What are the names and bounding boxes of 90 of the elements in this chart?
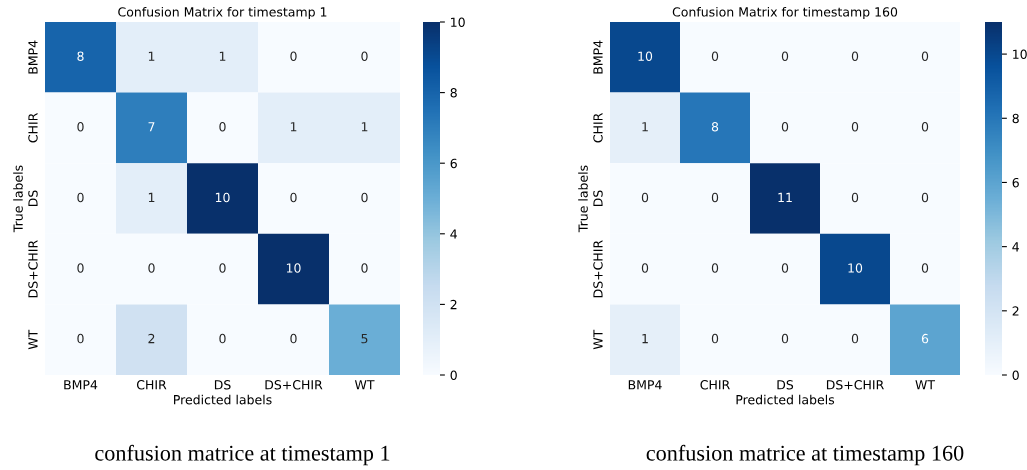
y-tick-label: CHIR — [593, 113, 603, 143]
y-tick-label: WT — [593, 329, 603, 350]
data-label: 1 — [148, 192, 155, 202]
color-bar-label: 2 — [450, 299, 457, 310]
y-tick-label: BMP4 — [28, 40, 38, 74]
data-label: 8 — [77, 51, 84, 61]
data-label: 0 — [851, 192, 859, 203]
x-axis-title: Predicted labels — [174, 394, 272, 405]
data-label: 10 — [638, 51, 653, 61]
x-tick-label: CHIR — [136, 380, 167, 390]
data-label: 0 — [921, 263, 929, 273]
data-label: 0 — [851, 51, 859, 61]
y-axis-title: True labels — [578, 165, 588, 233]
data-label: 0 — [921, 192, 929, 203]
color-bar-label: 8 — [450, 88, 457, 98]
data-label: 0 — [290, 192, 297, 203]
data-label: 0 — [921, 51, 929, 61]
data-label: 0 — [77, 122, 84, 132]
x-tick-label: CHIR — [700, 380, 730, 390]
x-axis-title: Predicted labels — [736, 394, 835, 405]
data-label: 0 — [148, 263, 155, 273]
x-tick-label: BMP4 — [64, 380, 98, 390]
x-tick-label: WT — [354, 380, 375, 390]
data-label: 0 — [781, 263, 789, 273]
color-bar-label: 0 — [450, 370, 457, 380]
data-label: 8 — [711, 122, 719, 132]
data-label: 0 — [641, 263, 649, 273]
color-bar-label: 4 — [450, 229, 457, 239]
data-label: 1 — [219, 51, 226, 61]
color-bar-label: 0 — [1012, 370, 1019, 380]
data-label: 0 — [921, 122, 929, 132]
data-label: 5 — [361, 334, 368, 344]
data-label: 0 — [361, 192, 368, 203]
data-label: 0 — [851, 122, 859, 132]
data-label: 10 — [286, 263, 301, 273]
color-bar-label: 8 — [1012, 113, 1019, 124]
color-bar-label: 2 — [1012, 306, 1019, 316]
y-tick-label: BMP4 — [593, 40, 603, 74]
data-label: 0 — [641, 192, 649, 203]
x-tick-label: WT — [915, 380, 936, 390]
data-label: 0 — [711, 192, 719, 203]
y-tick-label: DS — [593, 190, 603, 207]
y-tick-label: DS — [28, 190, 38, 207]
data-label: 0 — [711, 333, 719, 344]
x-tick-label: BMP4 — [628, 380, 662, 390]
chart-title: Confusion Matrix for timestamp 1 — [118, 6, 327, 20]
x-tick-label: DS+CHIR — [265, 380, 323, 390]
data-label: 0 — [77, 192, 84, 203]
data-label: 0 — [781, 333, 789, 344]
data-label: 1 — [642, 122, 648, 132]
data-label: 0 — [851, 333, 859, 344]
data-label: 10 — [848, 263, 863, 273]
data-label: 0 — [219, 122, 226, 132]
color-bar-label: 4 — [1012, 242, 1019, 252]
data-label: 0 — [781, 122, 789, 132]
data-label: 10 — [215, 192, 230, 203]
data-label: 0 — [290, 51, 297, 61]
data-label: 11 — [778, 192, 792, 202]
text: confusion matrice at timestamp 1 — [95, 444, 390, 466]
data-label: 1 — [642, 334, 648, 344]
data-label: 0 — [711, 51, 719, 61]
x-tick-label: DS+CHIR — [826, 380, 884, 390]
x-tick-label: DS — [777, 380, 794, 390]
data-label: 0 — [219, 333, 226, 344]
x-tick-label: DS — [214, 380, 231, 390]
data-label: 1 — [361, 122, 368, 132]
color-bar-label: 10 — [1013, 49, 1027, 60]
data-label: 0 — [361, 51, 368, 61]
data-label: 0 — [711, 263, 719, 273]
data-label: 0 — [77, 263, 84, 273]
color-bar-label: 6 — [450, 158, 457, 169]
data-label: 0 — [219, 263, 226, 273]
color-bar-label: 10 — [451, 17, 465, 27]
color-bar-label: 6 — [1012, 177, 1019, 188]
data-label: 1 — [290, 122, 297, 132]
data-label: 0 — [290, 333, 297, 344]
text: confusion matrice at timestamp 160 — [646, 444, 964, 466]
y-tick-label: DS+CHIR — [593, 240, 603, 298]
data-label: 6 — [921, 333, 929, 344]
chart-title: Confusion Matrix for timestamp 160 — [672, 6, 898, 20]
data-label: 7 — [148, 122, 155, 132]
y-tick-label: CHIR — [28, 113, 38, 143]
y-axis-title: True labels — [13, 165, 23, 233]
data-label: 0 — [361, 263, 368, 273]
data-label: 0 — [781, 51, 789, 61]
y-tick-label: WT — [28, 329, 38, 350]
data-label: 1 — [148, 51, 155, 61]
y-tick-label: DS+CHIR — [28, 240, 38, 298]
data-label: 0 — [77, 333, 84, 344]
data-label: 2 — [148, 333, 155, 344]
